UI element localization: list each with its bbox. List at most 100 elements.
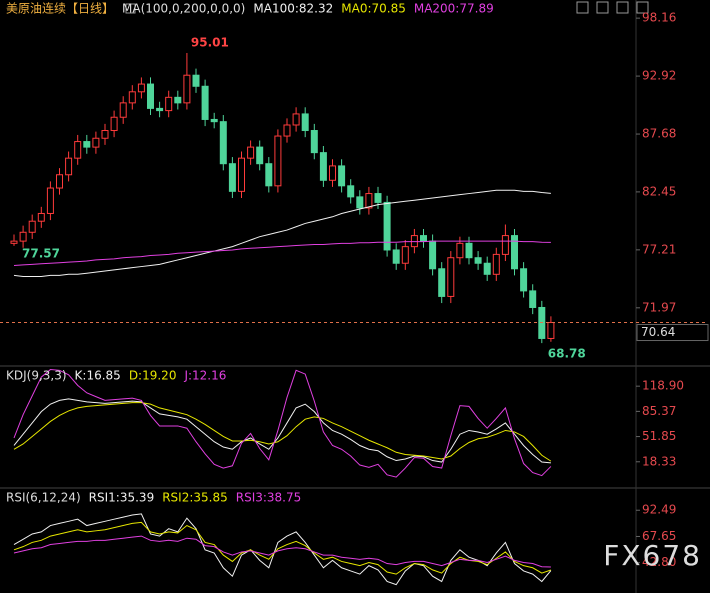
- y-tick-label: 51.85: [642, 429, 676, 443]
- candle-body: [228, 163, 236, 192]
- candle-body: [511, 235, 518, 270]
- candle-body: [474, 257, 482, 264]
- candle-body: [420, 235, 427, 242]
- candle-body: [356, 196, 364, 209]
- candle-body: [28, 220, 36, 233]
- candle-body: [201, 85, 209, 120]
- candle-body: [83, 141, 91, 148]
- candle-body: [401, 246, 409, 264]
- candle-body: [547, 322, 555, 339]
- candle-body: [219, 121, 227, 165]
- legend-label: KDJ(9,3,3): [6, 369, 67, 383]
- icon[interactable]: [576, 1, 589, 14]
- candle-body: [338, 165, 346, 187]
- y-tick-label: 87.68: [642, 127, 676, 141]
- last-price-label: 70.64: [641, 325, 675, 339]
- candle-body: [374, 193, 382, 203]
- icon[interactable]: [596, 1, 609, 14]
- candle-body: [310, 130, 318, 154]
- legend-label: RSI1:35.39: [89, 491, 155, 505]
- candle-body: [329, 165, 336, 181]
- last-price-box: [636, 324, 709, 342]
- y-tick-label: 67.65: [642, 529, 676, 543]
- candle-body: [192, 74, 200, 87]
- candle-body: [392, 249, 400, 264]
- candle-body: [501, 235, 509, 255]
- candle-body: [256, 146, 264, 165]
- candle-body: [56, 174, 63, 189]
- legend-label: 美原油连续【日线】: [6, 1, 114, 16]
- low-annotation: 68.78: [548, 347, 586, 361]
- candle-body: [265, 163, 273, 187]
- legend-label: J:12.16: [183, 369, 226, 383]
- y-tick-label: 82.45: [642, 184, 676, 198]
- candle-body: [174, 96, 182, 104]
- legend-label: K:16.85: [75, 369, 121, 383]
- candle-body: [365, 193, 373, 209]
- candle-body: [319, 152, 327, 181]
- legend-label: D:19.20: [129, 369, 177, 383]
- candle-body: [529, 290, 537, 308]
- series-line: [13, 398, 551, 464]
- toolbar-icons: [125, 1, 649, 14]
- candle-body: [429, 240, 437, 270]
- candle-body: [165, 96, 173, 112]
- candle-body: [483, 262, 491, 275]
- candle-body: [137, 83, 145, 93]
- y-tick-label: 18.33: [642, 454, 676, 468]
- candle-body: [74, 141, 82, 159]
- candle-body: [147, 83, 154, 109]
- candle-body: [347, 185, 355, 198]
- legend-label: MA(100,0,200,0,0,0): [122, 2, 245, 16]
- candle-body: [456, 242, 464, 259]
- candle-body: [465, 242, 473, 259]
- candle-body: [10, 240, 18, 244]
- candle-body: [238, 157, 245, 192]
- candle-body: [274, 135, 282, 187]
- candle-body: [128, 91, 136, 104]
- candle-body: [210, 118, 218, 123]
- candle-body: [65, 157, 73, 176]
- y-tick-label: 77.21: [642, 242, 676, 256]
- candle-body: [247, 146, 255, 159]
- y-tick-label: 42.80: [642, 555, 676, 569]
- low-annotation: 77.57: [22, 246, 60, 260]
- series-line: [13, 535, 551, 568]
- candle-body: [101, 130, 109, 139]
- y-tick-label: 92.49: [642, 503, 676, 517]
- candle-body: [283, 124, 291, 137]
- candle-body: [119, 102, 127, 118]
- candle-body: [447, 257, 455, 297]
- series-line: [13, 240, 551, 266]
- icon[interactable]: [125, 3, 136, 14]
- series-line: [13, 521, 552, 575]
- series-line: [13, 369, 552, 478]
- y-tick-label: 98.16: [642, 11, 676, 25]
- legend-label: MA200:77.89: [414, 2, 494, 16]
- candle-body: [156, 107, 164, 112]
- y-tick-label: 85.37: [642, 404, 676, 418]
- series-line: [13, 513, 552, 586]
- candle-body: [301, 113, 309, 132]
- candle-body: [46, 187, 54, 214]
- candle-body: [410, 235, 418, 248]
- legend-label: MA100:82.32: [253, 2, 333, 16]
- y-tick-label: 92.92: [642, 69, 676, 83]
- candle-body: [92, 137, 100, 148]
- legend-label: RSI2:35.85: [162, 491, 228, 505]
- candle-body: [37, 212, 45, 222]
- legend-label: RSI3:38.75: [236, 491, 302, 505]
- watermark: FX678: [603, 539, 702, 572]
- icon[interactable]: [616, 1, 629, 14]
- icon[interactable]: [636, 1, 649, 14]
- series-line: [13, 189, 551, 278]
- candle-body: [183, 74, 191, 104]
- candle-body: [520, 268, 528, 292]
- legend-label: MA0:70.85: [341, 2, 406, 16]
- y-tick-label: 118.90: [642, 379, 684, 393]
- candle-body: [383, 201, 391, 251]
- candle-body: [110, 116, 118, 132]
- y-tick-label: 71.97: [642, 300, 676, 314]
